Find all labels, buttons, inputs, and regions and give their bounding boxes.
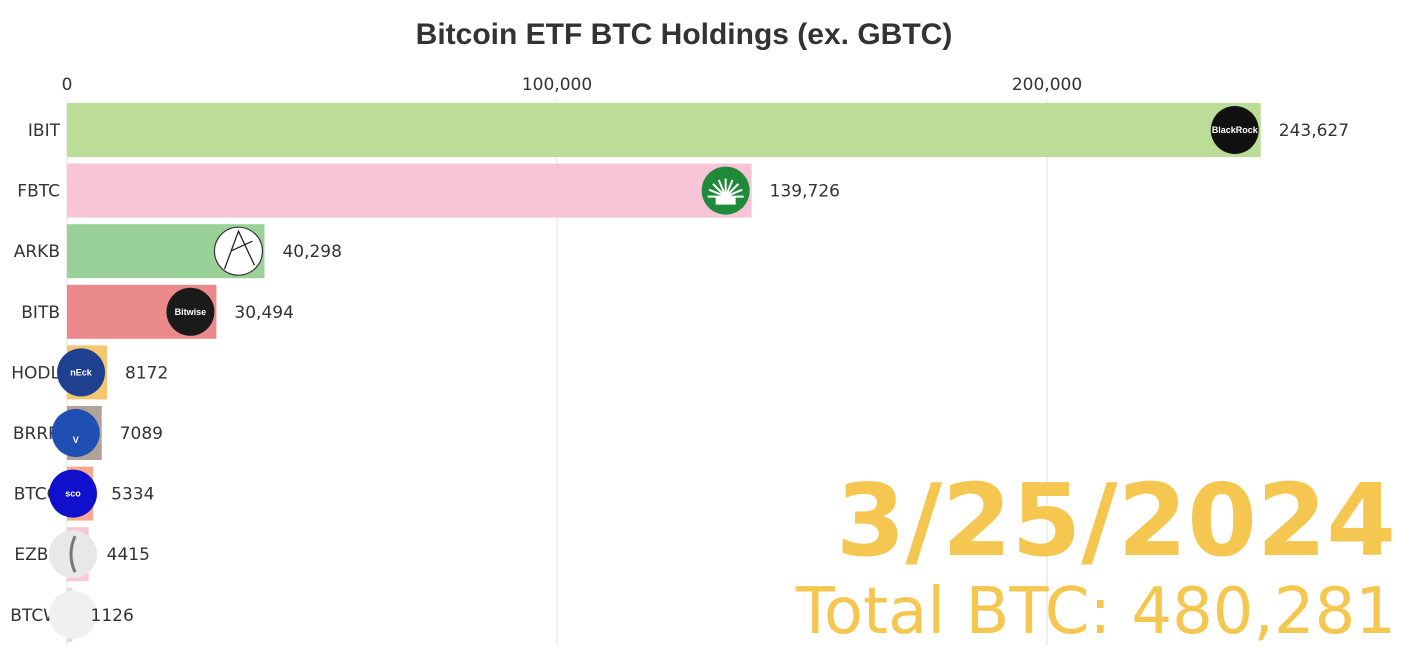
- logo-ray: [708, 188, 727, 198]
- category-label: BRRR: [13, 424, 60, 444]
- logo-circle: [57, 348, 106, 397]
- bar-row-btco: BTCO sco 5334: [14, 466, 154, 521]
- vaneck-logo: nEck: [57, 348, 106, 397]
- category-label: BTCO: [14, 485, 60, 505]
- category-label: HODL: [11, 363, 60, 383]
- category-label: FBTC: [17, 182, 60, 202]
- x-tick-label: 200,000: [1012, 75, 1082, 95]
- logo-text: sco: [65, 489, 81, 499]
- chart-title: Bitcoin ETF BTC Holdings (ex. GBTC): [416, 18, 953, 51]
- logo-circle: [213, 226, 264, 276]
- value-label: 30,494: [234, 303, 293, 323]
- logo-text: V: [73, 435, 79, 445]
- logo-ray: [712, 183, 727, 198]
- logo-base: [715, 196, 736, 205]
- total-btc-label: Total BTC: 480,281: [795, 575, 1396, 649]
- logo-ray: [724, 179, 734, 197]
- blackrock-logo: BlackRock: [1210, 106, 1259, 154]
- logo-text: nEck: [70, 367, 93, 377]
- value-label: 8172: [125, 363, 168, 383]
- logo-text: BlackRock: [1212, 125, 1259, 135]
- logo-circle: [51, 409, 100, 457]
- category-label: EZBC: [14, 545, 60, 565]
- value-label: 5334: [111, 485, 154, 505]
- logo-circle: [1210, 106, 1259, 154]
- logo-ray: [724, 183, 740, 198]
- logo-circle: [49, 590, 97, 639]
- logo-mark: [69, 535, 77, 573]
- bar: [67, 163, 752, 218]
- valkyrie-logo: V: [51, 409, 100, 457]
- bar-row-fbtc: FBTC 139,726: [17, 163, 840, 218]
- bitwise-logo: Bitwise: [166, 287, 215, 336]
- grid-layer: 0 100,000 200,000: [62, 75, 1082, 645]
- category-label: BTCW: [10, 606, 60, 626]
- logo-circle: [49, 530, 97, 579]
- category-label: IBIT: [28, 121, 61, 141]
- value-label: 243,627: [1279, 121, 1349, 141]
- invesco-logo: sco: [49, 469, 97, 518]
- logo-text: Bitwise: [175, 307, 207, 317]
- bar-row-btcw: BTCW 1126: [10, 587, 134, 642]
- bar: [67, 103, 1261, 157]
- bar-row-hodl: HODL nEck 8172: [11, 345, 168, 400]
- bar-row-ezbc: EZBC 4415: [14, 527, 150, 582]
- value-label: 4415: [107, 545, 150, 565]
- logo-mark: [223, 229, 256, 270]
- bar-row-bitb: BITB Bitwise 30,494: [21, 284, 294, 339]
- value-label: 7089: [120, 424, 163, 444]
- value-label: 40,298: [282, 242, 341, 262]
- franklin-logo: [49, 530, 97, 579]
- category-label: BITB: [21, 303, 60, 323]
- x-tick-label: 0: [62, 75, 73, 95]
- value-label: 139,726: [770, 182, 840, 202]
- fidelity-logo: [701, 166, 750, 215]
- logo-ray: [717, 179, 727, 197]
- logo-circle: [166, 287, 215, 336]
- x-tick-label: 100,000: [522, 75, 592, 95]
- category-label: ARKB: [14, 242, 60, 262]
- ark-logo: [213, 226, 264, 276]
- logo-circle: [49, 469, 97, 518]
- logo-ray: [725, 188, 743, 198]
- value-label: 1126: [91, 606, 134, 626]
- bars-layer: IBIT BlackRock 243,627 FBTC 139,726 ARKB 40,29…: [10, 103, 1349, 642]
- bar-row-arkb: ARKB 40,298: [14, 224, 342, 279]
- bar-row-brrr: BRRR V 7089: [13, 406, 163, 460]
- bar-row-ibit: IBIT BlackRock 243,627: [28, 103, 1349, 157]
- wisdomtree-logo: [49, 590, 97, 639]
- date-label: 3/25/2024: [836, 462, 1396, 579]
